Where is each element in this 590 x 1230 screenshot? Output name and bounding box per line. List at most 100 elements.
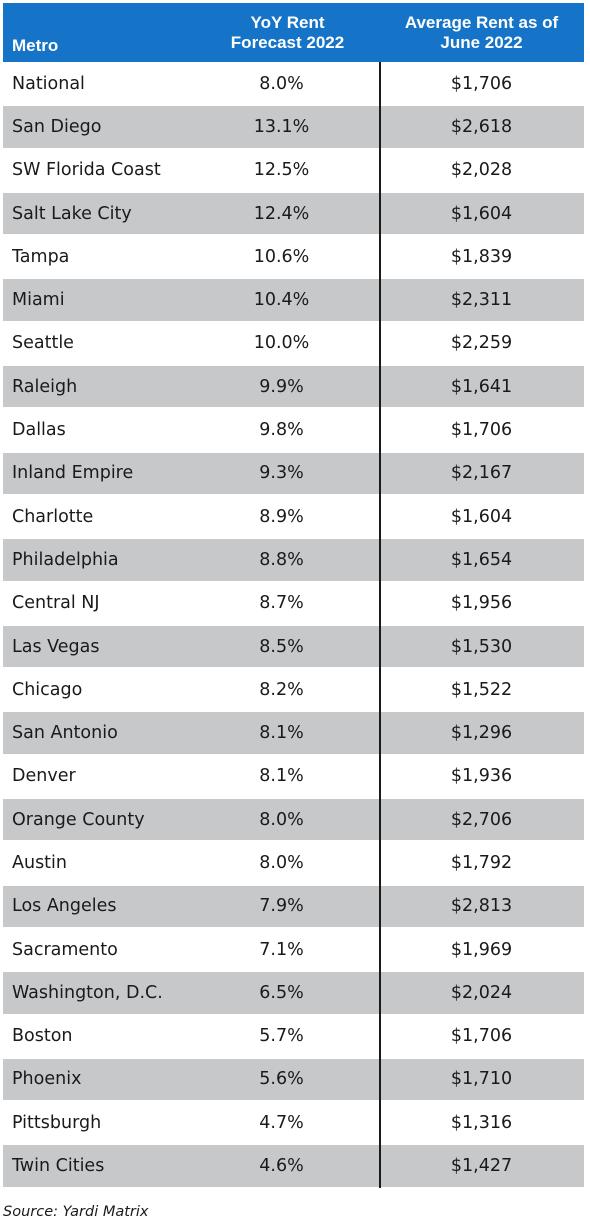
average-rent-cell: $2,311 (450, 290, 513, 311)
average-rent-cell: $1,792 (450, 852, 513, 873)
average-rent-cell: $1,706 (450, 73, 513, 94)
table-row: Los Angeles 7.9% $2,813 (3, 884, 584, 929)
header-forecast: YoY Rent Forecast 2022 (196, 3, 379, 62)
forecast-cell: 9.8% (259, 420, 304, 441)
average-rent-cell: $1,530 (450, 636, 513, 657)
header-average-rent: Average Rent as of June 2022 (379, 3, 584, 62)
metro-cell: Miami (12, 290, 65, 311)
metro-cell: Los Angeles (12, 896, 117, 917)
table-row: Seattle 10.0% $2,259 (3, 322, 584, 365)
table-body: National 8.0% $1,706 San Diego 13.1% $2,618 SW… (3, 62, 584, 1189)
forecast-cell: 6.5% (259, 982, 304, 1003)
metro-cell: Seattle (12, 333, 74, 354)
table-row: Raleigh 9.9% $1,641 (3, 365, 584, 409)
forecast-cell: 12.5% (253, 160, 310, 181)
table-row: Chicago 8.2% $1,522 (3, 668, 584, 711)
table-row: Philadelphia 8.8% $1,654 (3, 538, 584, 582)
forecast-cell: 8.1% (259, 766, 304, 787)
table-row: Central NJ 8.7% $1,956 (3, 582, 584, 625)
forecast-cell: 8.0% (259, 852, 304, 873)
metro-cell: Raleigh (12, 376, 78, 397)
forecast-cell: 10.4% (253, 290, 310, 311)
metro-cell: Salt Lake City (12, 203, 132, 224)
metro-cell: San Antonio (12, 723, 118, 744)
table-row: Twin Cities 4.6% $1,427 (3, 1144, 584, 1189)
table-row: San Diego 13.1% $2,618 (3, 105, 584, 149)
forecast-cell: 10.6% (253, 246, 310, 267)
forecast-cell: 5.6% (259, 1069, 304, 1090)
forecast-cell: 9.3% (259, 463, 304, 484)
forecast-cell: 4.7% (259, 1112, 304, 1133)
forecast-cell: 5.7% (259, 1026, 304, 1047)
metro-cell: National (12, 73, 85, 94)
header-forecast-line1: YoY Rent (250, 12, 325, 32)
table-row: Pittsburgh 4.7% $1,316 (3, 1101, 584, 1144)
metro-cell: Sacramento (12, 939, 118, 960)
forecast-cell: 8.2% (259, 679, 304, 700)
header-average-line1: Average Rent as of (404, 12, 559, 32)
table-row: Salt Lake City 12.4% $1,604 (3, 191, 584, 236)
average-rent-cell: $1,710 (450, 1069, 513, 1090)
forecast-cell: 8.0% (259, 809, 304, 830)
forecast-cell: 8.9% (259, 506, 304, 527)
table-row: Miami 10.4% $2,311 (3, 278, 584, 323)
metro-cell: Las Vegas (12, 636, 100, 657)
average-rent-cell: $1,969 (450, 939, 513, 960)
table-header: Metro YoY Rent Forecast 2022 Average Ren… (3, 3, 584, 62)
metro-cell: Dallas (12, 420, 66, 441)
forecast-cell: 10.0% (253, 333, 310, 354)
metro-cell: Pittsburgh (12, 1112, 102, 1133)
table-row: Las Vegas 8.5% $1,530 (3, 624, 584, 669)
metro-cell: Chicago (12, 679, 83, 700)
forecast-cell: 13.1% (253, 116, 310, 137)
forecast-cell: 8.5% (259, 636, 304, 657)
average-rent-cell: $1,641 (450, 376, 513, 397)
metro-cell: Inland Empire (12, 463, 134, 484)
table-row: Tampa 10.6% $1,839 (3, 235, 584, 278)
table-row: SW Florida Coast 12.5% $2,028 (3, 149, 584, 192)
table-row: Dallas 9.8% $1,706 (3, 408, 584, 451)
forecast-cell: 4.6% (259, 1156, 304, 1177)
metro-cell: Denver (12, 766, 76, 787)
metro-cell: Boston (12, 1026, 73, 1047)
source-note: Source: Yardi Matrix (3, 1204, 149, 1220)
average-rent-cell: $2,024 (450, 982, 513, 1003)
column-divider (379, 62, 381, 1188)
metro-cell: Twin Cities (12, 1156, 105, 1177)
average-rent-cell: $1,522 (450, 679, 513, 700)
rent-forecast-table: Metro YoY Rent Forecast 2022 Average Ren… (3, 3, 584, 1189)
forecast-cell: 7.9% (259, 896, 304, 917)
average-rent-cell: $1,936 (450, 766, 513, 787)
average-rent-cell: $1,604 (450, 506, 513, 527)
average-rent-cell: $1,604 (450, 203, 513, 224)
forecast-cell: 8.8% (259, 549, 304, 570)
forecast-cell: 9.9% (259, 376, 304, 397)
table-row: Washington, D.C. 6.5% $2,024 (3, 971, 584, 1015)
table-row: Orange County 8.0% $2,706 (3, 798, 584, 842)
average-rent-cell: $1,427 (450, 1156, 513, 1177)
metro-cell: Washington, D.C. (12, 982, 163, 1003)
header-metro-label: Metro (12, 36, 59, 55)
average-rent-cell: $1,706 (450, 420, 513, 441)
metro-cell: Orange County (12, 809, 145, 830)
table-row: Phoenix 5.6% $1,710 (3, 1057, 584, 1102)
metro-cell: Austin (12, 852, 67, 873)
metro-cell: Charlotte (12, 506, 94, 527)
metro-cell: Central NJ (12, 593, 100, 614)
average-rent-cell: $1,296 (450, 723, 513, 744)
table-row: Sacramento 7.1% $1,969 (3, 928, 584, 971)
metro-cell: SW Florida Coast (12, 160, 161, 181)
forecast-cell: 8.0% (259, 73, 304, 94)
table-row: National 8.0% $1,706 (3, 62, 584, 105)
average-rent-cell: $2,813 (450, 896, 513, 917)
header-average-line2: June 2022 (440, 32, 523, 52)
average-rent-cell: $2,167 (450, 463, 513, 484)
table-row: San Antonio 8.1% $1,296 (3, 711, 584, 756)
average-rent-cell: $2,618 (450, 116, 513, 137)
forecast-cell: 8.7% (259, 593, 304, 614)
table-row: Boston 5.7% $1,706 (3, 1015, 584, 1058)
metro-cell: Philadelphia (12, 549, 119, 570)
average-rent-cell: $2,028 (450, 160, 513, 181)
table-row: Austin 8.0% $1,792 (3, 841, 584, 884)
metro-cell: Phoenix (12, 1069, 82, 1090)
